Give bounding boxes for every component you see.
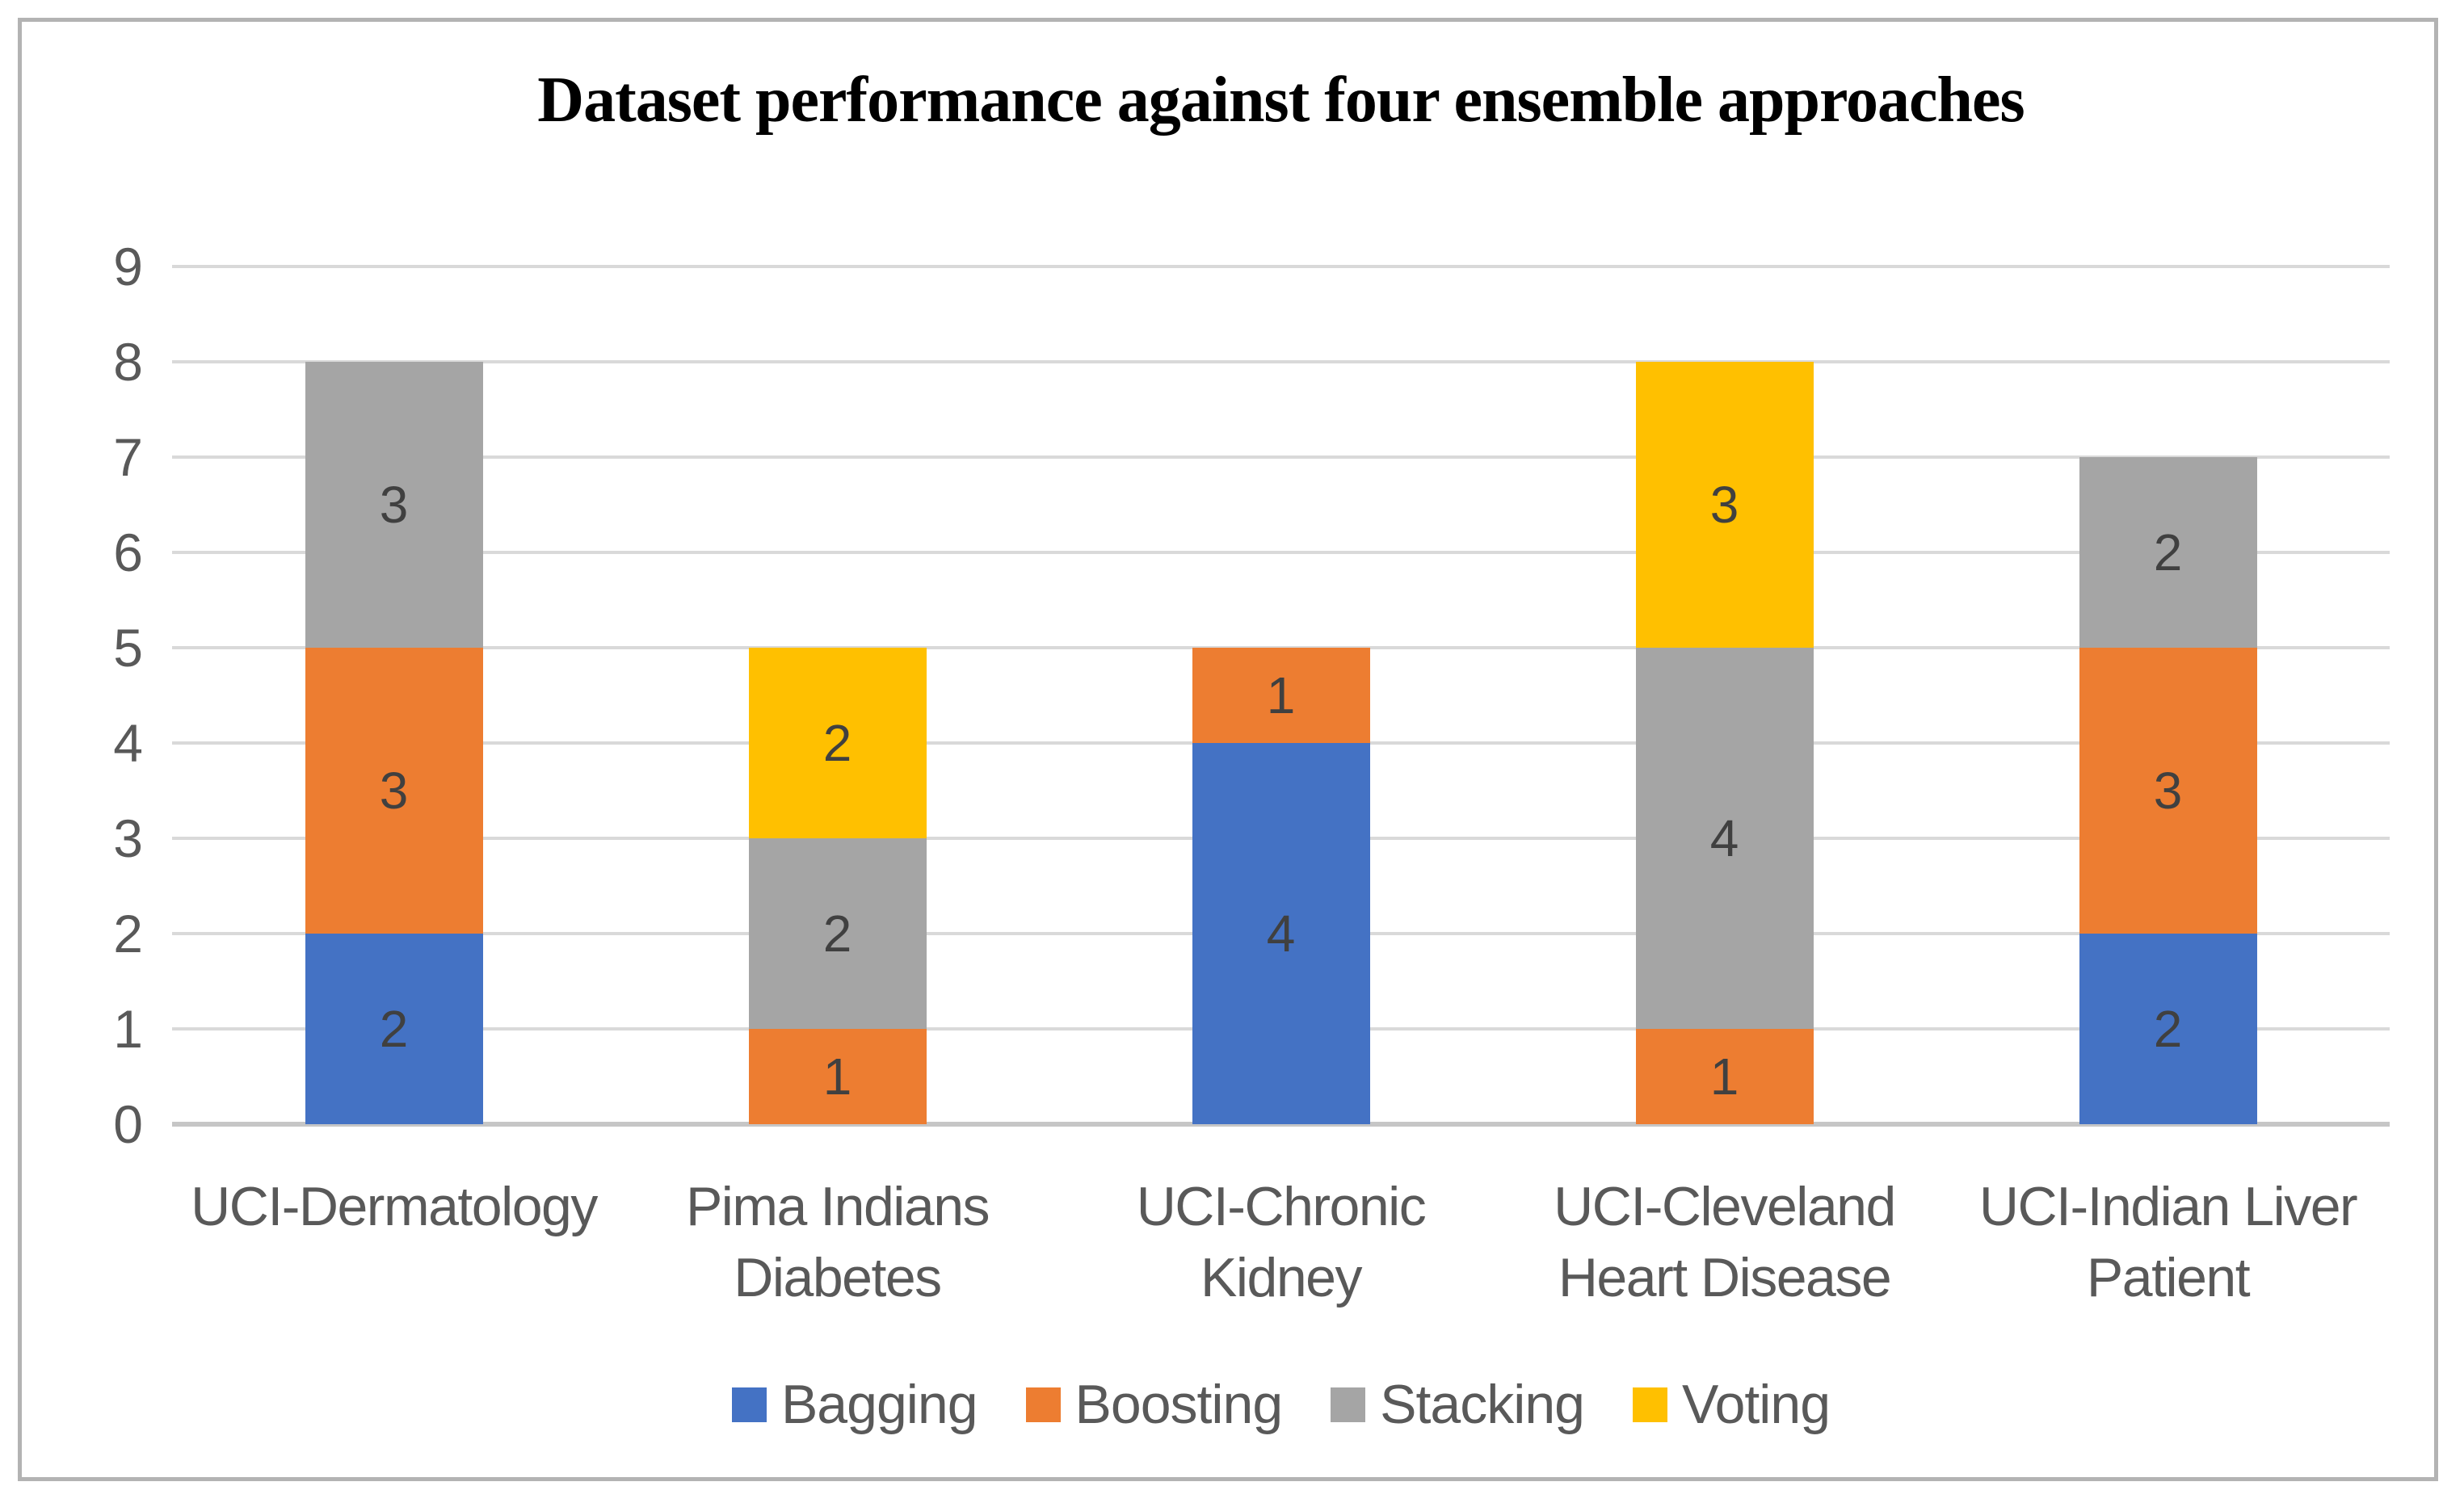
chart-title: Dataset performance against four ensembl… <box>537 65 2025 136</box>
bar-segment-label: 2 <box>2153 523 2183 581</box>
y-tick-label: 4 <box>113 713 143 773</box>
bar-segment-boosting: 3 <box>305 648 483 934</box>
bar-segment-label: 1 <box>1709 1047 1739 1106</box>
bar-segment-label: 4 <box>1266 905 1296 963</box>
bar-segment-boosting: 1 <box>1192 648 1370 743</box>
y-tick-label: 9 <box>113 237 143 296</box>
category-label: UCI-Dermatology <box>191 1176 598 1237</box>
category-label: UCI-Indian Liver Patient <box>1978 1176 2358 1309</box>
bar-stack: 1 4 3 <box>1635 362 1814 1124</box>
legend-item-voting: Voting <box>1632 1374 1831 1435</box>
category-label: UCI-Chronic Kidney <box>1136 1176 1427 1309</box>
bar-segment-label: 4 <box>1709 809 1739 867</box>
bar-segment-label: 1 <box>1266 666 1296 724</box>
category-label: Pima Indians Diabetes <box>685 1176 990 1309</box>
bar-segment-label: 2 <box>2153 1000 2183 1058</box>
bar-stack: 1 2 2 <box>748 648 927 1124</box>
bar-segment-label: 2 <box>822 714 852 772</box>
bar-segment-label: 2 <box>822 905 852 963</box>
bar-segment-boosting: 1 <box>1635 1029 1814 1124</box>
y-tick-label: 1 <box>113 999 143 1059</box>
bar-segment-label: 3 <box>1709 476 1739 534</box>
y-tick-label: 6 <box>113 523 143 582</box>
legend-swatch-bagging <box>731 1387 767 1422</box>
bar-segment-label: 2 <box>379 1000 409 1058</box>
legend-label: Boosting <box>1074 1374 1284 1435</box>
bar-segment-bagging: 4 <box>1192 743 1370 1124</box>
gridline <box>172 360 2390 363</box>
y-tick-label: 3 <box>113 808 143 868</box>
bar-segment-boosting: 3 <box>2079 648 2257 934</box>
gridline <box>172 265 2390 268</box>
bar-segment-stacking: 2 <box>2079 457 2257 648</box>
plot-area: 0 1 2 3 4 5 6 7 8 9 2 3 3 UCI-Dermatology 1 2 2 Pima Indi… <box>113 240 2390 1308</box>
bar-segment-label: 1 <box>822 1047 852 1106</box>
bar-segment-voting: 2 <box>748 648 927 838</box>
legend-item-stacking: Stacking <box>1331 1374 1585 1435</box>
chart-frame: Dataset performance against four ensembl… <box>18 18 2438 1481</box>
bar-segment-stacking: 3 <box>305 362 483 648</box>
gridline <box>172 455 2390 459</box>
bar-segment-label: 3 <box>379 762 409 820</box>
bar-segment-label: 3 <box>379 476 409 534</box>
bar-segment-voting: 3 <box>1635 362 1814 648</box>
bar-stack: 2 3 2 <box>2079 457 2257 1124</box>
legend-swatch-voting <box>1632 1387 1667 1422</box>
bar-segment-label: 3 <box>2153 762 2183 820</box>
category-label: UCI-Cleveland Heart Disease <box>1554 1176 1896 1309</box>
bar-segment-stacking: 2 <box>748 838 927 1029</box>
gridline <box>172 551 2390 554</box>
y-tick-label: 0 <box>113 1094 143 1154</box>
legend-item-boosting: Boosting <box>1025 1374 1284 1435</box>
y-tick-label: 2 <box>113 904 143 963</box>
y-tick-label: 7 <box>113 427 143 487</box>
bar-segment-boosting: 1 <box>748 1029 927 1124</box>
x-axis-line <box>172 1122 2390 1127</box>
bar-segment-bagging: 2 <box>2079 934 2257 1124</box>
legend-label: Bagging <box>780 1374 978 1435</box>
legend-swatch-boosting <box>1025 1387 1061 1422</box>
legend-swatch-stacking <box>1331 1387 1366 1422</box>
legend-item-bagging: Bagging <box>731 1374 978 1435</box>
y-tick-label: 5 <box>113 618 143 678</box>
bar-stack: 2 3 3 <box>305 362 483 1124</box>
legend-label: Stacking <box>1380 1374 1585 1435</box>
bar-segment-stacking: 4 <box>1635 648 1814 1029</box>
y-tick-label: 8 <box>113 332 143 392</box>
bar-segment-bagging: 2 <box>305 934 483 1124</box>
legend: Bagging Boosting Stacking Voting <box>172 1377 2390 1432</box>
legend-label: Voting <box>1681 1374 1831 1435</box>
